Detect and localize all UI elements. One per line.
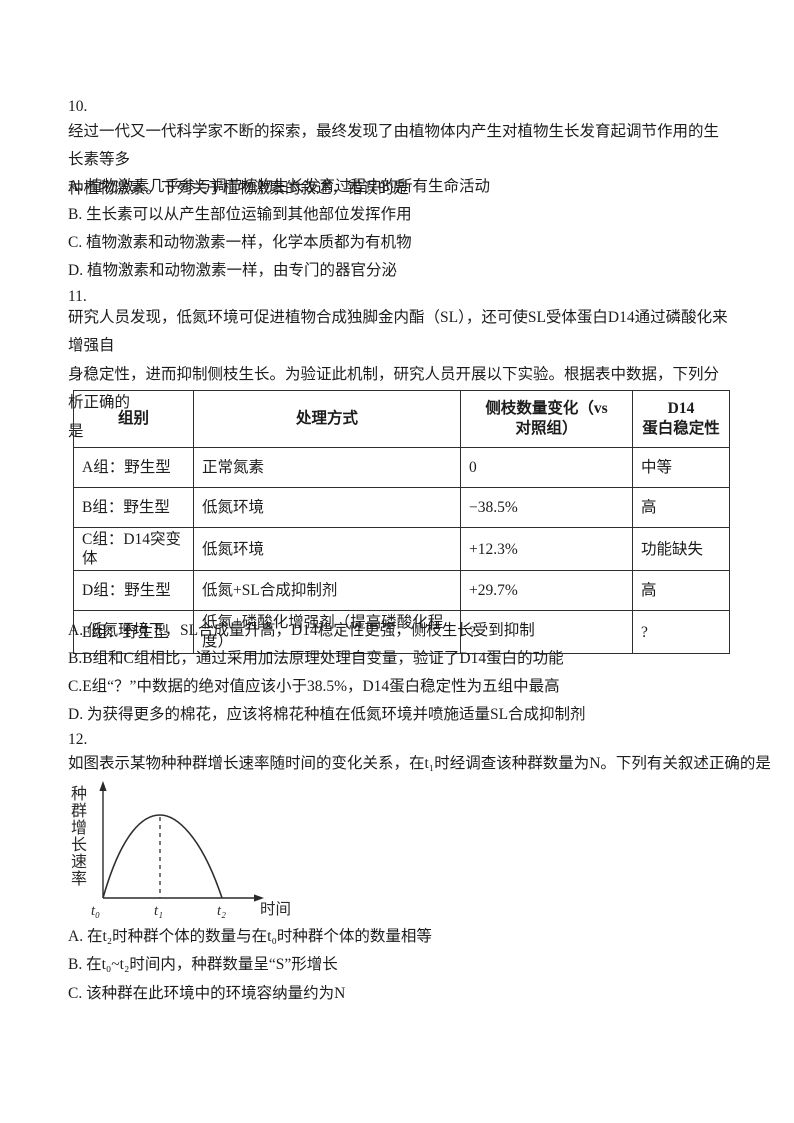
q10-option-d: D. 植物激素和动物激素一样，由专门的器官分泌 — [68, 262, 397, 279]
cell-treatment: 正常氮素 — [193, 447, 461, 488]
growth-curve — [102, 814, 223, 899]
x-axis-arrow-icon — [254, 894, 264, 902]
table-header-row: 组别 处理方式 侧枝数量变化（vs 对照组） D14 蛋白稳定性 — [73, 390, 730, 448]
q11-option-b: B.B组和C组相比，通过采用加法原理处理自变量，验证了D14蛋白的功能 — [68, 650, 564, 667]
cell-treatment: 低氮环境 — [193, 487, 461, 528]
q12-option-a: A. 在t₂时种群个体的数量与在t₀时种群个体的数量相等 — [68, 928, 432, 945]
header-group: 组别 — [73, 390, 194, 448]
table-row: D组：野生型 低氮+SL合成抑制剂 +29.7% 高 — [73, 570, 730, 611]
y-axis-arrow-icon — [99, 781, 107, 791]
cell-group: E组：野生型 — [73, 610, 194, 654]
cell-change: 0 — [460, 447, 633, 488]
table-row: A组：野生型 正常氮素 0 中等 — [73, 447, 730, 488]
table-row: B组：野生型 低氮环境 −38.5% 高 — [73, 487, 730, 528]
cell-group: D组：野生型 — [73, 570, 194, 611]
cell-treatment: 低氮+磷酸化增强剂（提高磷酸化程度） — [193, 610, 461, 654]
growth-rate-chart: t₀ t₁ t₂ 时间 — [91, 781, 291, 919]
t1-tick-label: t₁ — [154, 903, 163, 919]
header-d14-stability: D14 蛋白稳定性 — [632, 390, 730, 448]
q11-number: 11. — [68, 288, 87, 305]
q12-option-b: B. 在t₀~t₂时间内，种群数量呈“S”形增长 — [68, 956, 338, 973]
q12-number: 12. — [68, 731, 88, 748]
q10-stem: 经过一代又一代科学家不断的探索，最终发现了由植物体内产生对植物生长发育起调节作用… — [68, 123, 720, 197]
header-branch-change: 侧枝数量变化（vs 对照组） — [460, 390, 633, 448]
cell-change: −38.5% — [460, 487, 633, 528]
t0-tick-label: t₀ — [91, 903, 100, 919]
cell-stability: 中等 — [632, 447, 730, 488]
q12-stem: 如图表示某物种种群增长速率随时间的变化关系，在t₁时经调查该种群数量为N。下列有… — [68, 755, 771, 772]
q10-option-c: C. 植物激素和动物激素一样，化学本质都为有机物 — [68, 234, 412, 251]
experiment-table: 组别 处理方式 侧枝数量变化（vs 对照组） D14 蛋白稳定性 A组：野生型 … — [73, 390, 730, 654]
cell-change: ? — [460, 610, 633, 654]
growth-rate-figure: 种群增长速率 t₀ t₁ t₂ 时间 — [60, 781, 310, 926]
table-row: C组：D14突变体 低氮环境 +12.3% 功能缺失 — [73, 527, 730, 571]
cell-change: +12.3% — [460, 527, 633, 571]
x-axis-label: 时间 — [260, 900, 291, 918]
cell-stability: 高 — [632, 570, 730, 611]
q10-option-a: A. 植物激素几乎参与调节植物生长发育过程中的所有生命活动 — [68, 178, 490, 195]
cell-change: +29.7% — [460, 570, 633, 611]
cell-group: B组：野生型 — [73, 487, 194, 528]
table-row: E组：野生型 低氮+磷酸化增强剂（提高磷酸化程度） ? ? — [73, 610, 730, 654]
cell-treatment: 低氮+SL合成抑制剂 — [193, 570, 461, 611]
header-treatment: 处理方式 — [193, 390, 461, 448]
q12-option-c: C. 该种群在此环境中的环境容纳量约为N — [68, 985, 346, 1002]
cell-group: C组：D14突变体 — [73, 527, 194, 571]
cell-stability: 高 — [632, 487, 730, 528]
q11-option-a: A. 低氮环境下，SL合成量升高，D14稳定性更强，侧枝生长受到抑制 — [68, 622, 535, 639]
q11-option-c: C.E组“？”中数据的绝对值应该小于38.5%，D14蛋白稳定性为五组中最高 — [68, 678, 560, 695]
q11-option-d: D. 为获得更多的棉花，应该将棉花种植在低氮环境并喷施适量SL合成抑制剂 — [68, 706, 586, 723]
q10-option-b: B. 生长素可以从产生部位运输到其他部位发挥作用 — [68, 206, 412, 223]
t2-tick-label: t₂ — [217, 903, 226, 919]
q10-number: 10. — [68, 98, 88, 115]
y-axis-label: 种群增长速率 — [68, 785, 85, 887]
cell-treatment: 低氮环境 — [193, 527, 461, 571]
cell-stability: 功能缺失 — [632, 527, 730, 571]
cell-stability: ? — [632, 610, 730, 654]
cell-group: A组：野生型 — [73, 447, 194, 488]
